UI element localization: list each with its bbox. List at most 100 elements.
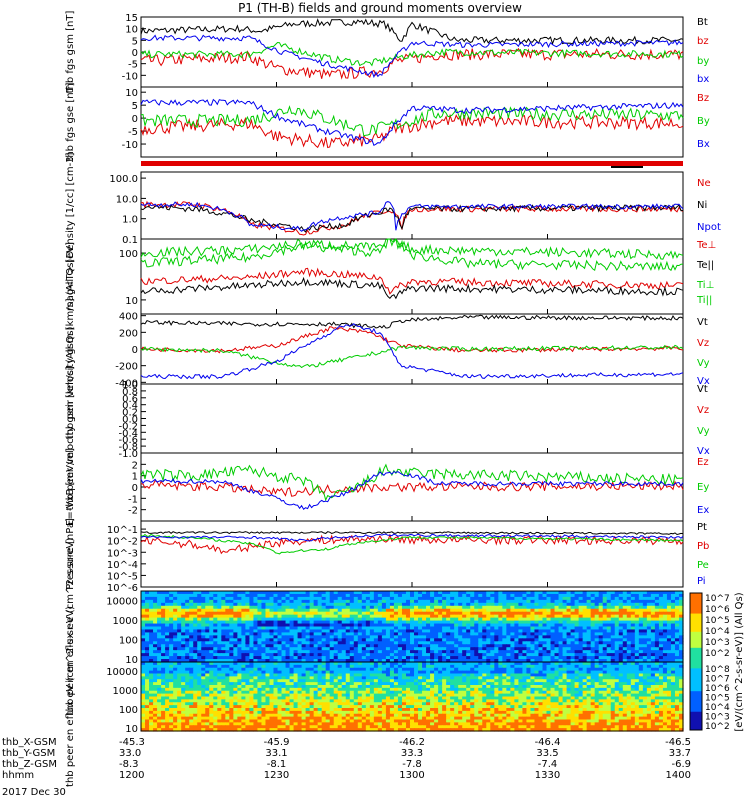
spectrogram-cell [141,685,146,689]
y-tick-label: 1 [132,472,138,483]
spectrogram-cell [329,659,335,663]
spectrogram-cell [385,593,391,598]
spectrogram-cell [606,662,612,666]
spectrogram-cell [317,673,323,677]
spectrogram-cell [361,599,367,604]
spectrogram-cell [454,638,459,642]
spectrogram-cell [201,623,206,628]
spectrogram-cell [566,611,572,616]
spectrogram-cell [486,644,491,648]
spectrogram-cell [442,605,447,610]
spectrogram-cell [590,653,596,657]
spectrogram-cell [650,687,656,692]
y-tick-label: 0.2 [122,408,138,419]
spectrogram-cell [269,629,275,634]
spectrogram-cell [173,670,178,675]
spectrogram-cell [353,670,359,675]
spectrogram-cell [666,653,672,657]
spectrogram-cell [361,593,367,598]
spectrogram-cell [145,667,150,672]
spectrogram-cell [389,620,395,625]
spectrogram-cell [189,599,194,604]
spectrogram-cell [554,596,560,601]
spectrogram-cell [638,662,644,666]
spectrogram-cell [526,629,532,634]
spectrogram-cell [197,653,202,657]
spectrogram-cell [414,611,419,616]
spectrogram-cell [285,635,291,639]
y-tick-label: 0 [132,48,138,59]
spectrogram-cell [538,599,544,604]
spectrogram-cell [393,599,399,604]
spectrogram-cell [205,647,210,651]
spectrogram-cell [361,591,367,595]
spectrogram-cell [301,638,307,642]
spectrogram-cell [217,670,222,675]
spectrogram-cell [446,650,451,654]
spectrogram-cell [522,605,528,610]
spectrogram-cell [610,682,616,686]
spectrogram-cell [181,659,186,663]
spectrogram-cell [510,602,515,607]
spectrogram-cell [414,659,419,663]
spectrogram-cell [550,596,556,601]
spectrogram-cell [381,638,387,642]
spectrogram-cell [542,670,548,675]
spectrogram-cell [490,690,495,695]
spectrogram-cell [177,693,182,698]
spectrogram-cell [277,662,283,666]
spectrogram-cell [674,611,680,616]
y-tick-label: 0.1 [122,235,138,246]
spectrogram-cell [638,617,644,622]
spectrogram-cell [205,653,210,657]
spectrogram-cell [177,626,182,631]
spectrogram-cell [442,673,447,677]
spectrogram-cell [357,623,363,628]
spectrogram-cell [209,673,214,677]
spectrogram-cell [486,635,491,639]
spectrogram-cell [562,685,568,689]
spectrogram-cell [345,626,351,631]
spectrogram-cell [373,685,379,689]
spectrogram-cell [269,673,275,677]
spectrogram-cell [197,664,202,669]
spectrogram-cell [606,641,612,645]
spectrogram-cell [610,617,616,622]
legend-Vz: Vz [697,338,709,349]
spectrogram-cell [305,662,311,666]
spectrogram-cell [153,638,158,642]
spectrogram-cell [594,611,600,616]
spectrogram-cell [205,593,210,598]
spectrogram-cell [542,638,548,642]
spectrogram-cell [197,682,202,686]
spectrogram-cell [393,650,399,654]
spectrogram-cell [217,644,222,648]
spectrogram-cell [209,620,214,625]
spectrogram-cell [634,605,640,610]
spectrogram-cell [466,687,471,692]
spectrogram-cell [309,593,315,598]
spectrogram-cell [381,611,387,616]
spectrogram-cell [201,659,206,663]
spectrogram-cell [554,629,560,634]
spectrogram-cell [401,664,407,669]
spectrogram-cell [578,641,584,645]
spectrogram-cell [405,599,411,604]
spectrogram-cell [173,653,178,657]
spectrogram-cell [373,644,379,648]
spectrogram-cell [345,679,351,683]
spectrogram-cell [442,591,447,595]
spectrogram-cell [586,653,592,657]
spectrogram-cell [261,670,267,675]
spectrogram-cell [662,667,668,672]
spectrogram-cell [474,650,479,654]
spectrogram-cell [454,676,459,680]
spectrogram-cell [482,679,487,683]
spectrogram-cell [642,676,648,680]
spectrogram-cell [426,614,431,619]
spectrogram-cell [181,596,186,601]
spectrogram-cell [662,591,668,595]
spectrogram-cell [197,670,202,675]
spectrogram-cell [554,656,560,660]
spectrogram-cell [225,682,230,686]
